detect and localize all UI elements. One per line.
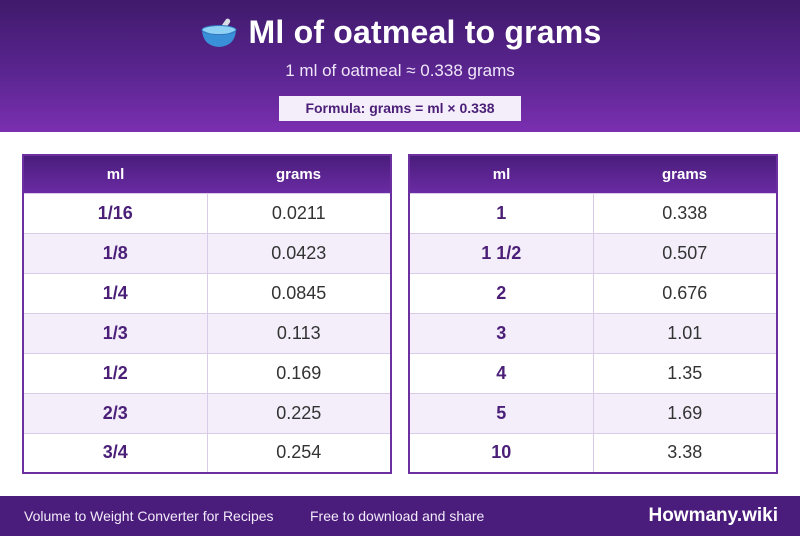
table-header-row: ml grams bbox=[23, 155, 391, 193]
grams-cell: 1.01 bbox=[593, 312, 777, 353]
column-header-ml: ml bbox=[409, 155, 593, 193]
grams-cell: 0.338 bbox=[593, 192, 777, 233]
table-row: 1/3 0.113 bbox=[23, 312, 391, 353]
column-header-grams: grams bbox=[207, 155, 391, 193]
page-subtitle: 1 ml of oatmeal ≈ 0.338 grams bbox=[285, 61, 515, 80]
footer-tagline: Volume to Weight Converter for Recipes bbox=[24, 508, 274, 524]
table-row: 3/4 0.254 bbox=[23, 432, 391, 473]
grams-cell: 0.113 bbox=[207, 312, 391, 353]
conversion-table-left: ml grams 1/16 0.0211 1/8 0.0423 1/4 0.0845 … bbox=[22, 154, 392, 474]
ml-cell: 4 bbox=[409, 352, 594, 393]
formula-wrap: Formula: grams = ml × 0.338 bbox=[0, 96, 800, 121]
table-row: 1 1/2 0.507 bbox=[409, 232, 777, 273]
grams-cell: 0.254 bbox=[207, 432, 391, 473]
ml-cell: 1/8 bbox=[23, 232, 208, 273]
table-row: 4 1.35 bbox=[409, 352, 777, 393]
table-row: 2/3 0.225 bbox=[23, 392, 391, 433]
grams-cell: 1.69 bbox=[593, 392, 777, 433]
ml-cell: 2 bbox=[409, 272, 594, 313]
ml-cell: 1/2 bbox=[23, 352, 208, 393]
grams-cell: 0.507 bbox=[593, 232, 777, 273]
table-row: 1/2 0.169 bbox=[23, 352, 391, 393]
ml-cell: 1 1/2 bbox=[409, 232, 594, 273]
footer-share-note: Free to download and share bbox=[310, 508, 485, 524]
grams-cell: 0.169 bbox=[207, 352, 391, 393]
title-row: Ml of oatmeal to grams bbox=[0, 14, 800, 51]
grams-cell: 0.0211 bbox=[207, 192, 391, 233]
column-header-ml: ml bbox=[23, 155, 207, 193]
column-header-grams: grams bbox=[593, 155, 777, 193]
ml-cell: 1/3 bbox=[23, 312, 208, 353]
table-row: 1/4 0.0845 bbox=[23, 272, 391, 313]
ml-cell: 5 bbox=[409, 392, 594, 433]
table-row: 3 1.01 bbox=[409, 312, 777, 353]
table-row: 2 0.676 bbox=[409, 272, 777, 313]
formula-badge: Formula: grams = ml × 0.338 bbox=[279, 96, 521, 121]
grams-cell: 0.0423 bbox=[207, 232, 391, 273]
grams-cell: 0.676 bbox=[593, 272, 777, 313]
ml-cell: 1/16 bbox=[23, 192, 208, 233]
ml-cell: 10 bbox=[409, 432, 594, 473]
ml-cell: 2/3 bbox=[23, 392, 208, 433]
brand-logo-text[interactable]: Howmany.wiki bbox=[648, 505, 778, 526]
table-header-row: ml grams bbox=[409, 155, 777, 193]
ml-cell: 3 bbox=[409, 312, 594, 353]
page-title: Ml of oatmeal to grams bbox=[248, 14, 602, 50]
table-row: 1/16 0.0211 bbox=[23, 192, 391, 233]
bowl-with-spoon-icon bbox=[199, 15, 239, 51]
ml-cell: 1/4 bbox=[23, 272, 208, 313]
table-row: 1 0.338 bbox=[409, 192, 777, 233]
ml-cell: 3/4 bbox=[23, 432, 208, 473]
ml-cell: 1 bbox=[409, 192, 594, 233]
conversion-table-right: ml grams 1 0.338 1 1/2 0.507 2 0.676 3 1.01 … bbox=[408, 154, 778, 474]
table-row: 10 3.38 bbox=[409, 432, 777, 473]
table-row: 5 1.69 bbox=[409, 392, 777, 433]
grams-cell: 0.0845 bbox=[207, 272, 391, 313]
table-row: 1/8 0.0423 bbox=[23, 232, 391, 273]
grams-cell: 3.38 bbox=[593, 432, 777, 473]
grams-cell: 0.225 bbox=[207, 392, 391, 433]
header-banner: Ml of oatmeal to grams 1 ml of oatmeal ≈… bbox=[0, 0, 800, 132]
grams-cell: 1.35 bbox=[593, 352, 777, 393]
footer-bar: Volume to Weight Converter for Recipes F… bbox=[0, 496, 800, 536]
